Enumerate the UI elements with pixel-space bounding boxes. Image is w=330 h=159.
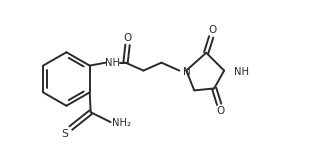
Text: NH₂: NH₂ xyxy=(112,118,131,128)
Text: N: N xyxy=(183,67,191,77)
Text: O: O xyxy=(208,25,216,35)
Text: O: O xyxy=(216,106,224,116)
Text: NH: NH xyxy=(234,67,249,77)
Text: NH: NH xyxy=(105,58,120,68)
Text: O: O xyxy=(123,33,132,43)
Text: S: S xyxy=(61,129,68,139)
